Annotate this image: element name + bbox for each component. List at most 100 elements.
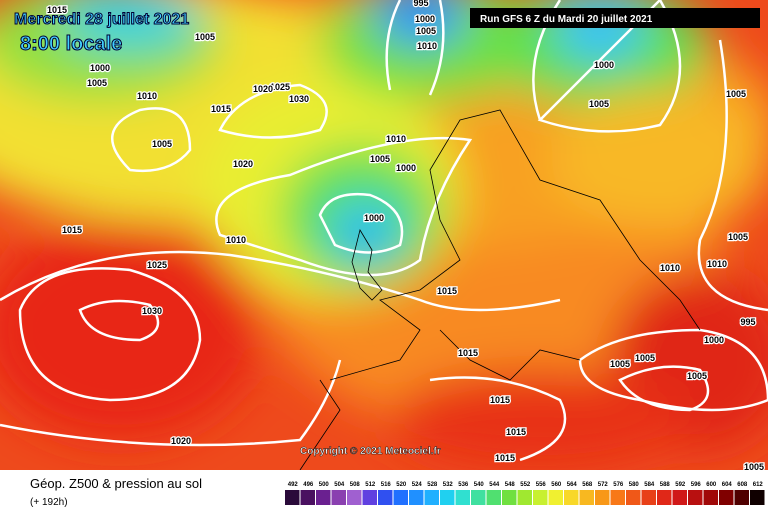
scale-swatch [579,490,594,505]
run-box [470,8,760,28]
scale-label: 612 [753,482,764,488]
scale-label: 604 [722,482,733,488]
isobar-label: 1015 [495,453,515,463]
scale-label: 564 [567,482,578,488]
isobar-label: 1010 [417,41,437,51]
isobar-label: 1005 [610,359,630,369]
scale-label: 552 [520,482,531,488]
coastlines [299,109,701,471]
scale-label: 504 [334,482,345,488]
scale-label: 568 [582,482,593,488]
isobar-label: 1005 [635,353,655,363]
scale-swatch [471,490,486,505]
scale-label: 540 [474,482,485,488]
scale-label: 492 [288,482,299,488]
isobar-label: 1015 [490,395,510,405]
isobar-label: 1015 [506,427,526,437]
header: Mercredi 28 juillet 2021 8:00 locale Run… [14,8,760,56]
scale-label: 508 [350,482,361,488]
isobar-label: 995 [413,0,428,8]
scale-label: 596 [691,482,702,488]
isobar-label: 1005 [726,89,746,99]
scale-swatch [657,490,672,505]
scale-swatch [486,490,501,505]
scale-swatch [502,490,517,505]
scale-swatch [688,490,703,505]
isobar-label: 1025 [147,260,167,270]
scale-label: 572 [598,482,609,488]
scale-swatch [564,490,579,505]
scale-swatch [595,490,610,505]
isobar-label: 1030 [142,306,162,316]
scale-label: 592 [675,482,686,488]
scale-swatch [641,490,656,505]
scale-label: 532 [443,482,454,488]
footer-title: Géop. Z500 & pression au sol [30,476,202,491]
isobar-label: 1010 [386,134,406,144]
scale-swatch [610,490,625,505]
scale-label: 496 [303,482,314,488]
scale-label: 600 [706,482,717,488]
scale-swatch [703,490,718,505]
isobar-label: 1000 [364,213,384,223]
scale-swatch [517,490,532,505]
scale-swatch [316,490,331,505]
isobar-label: 995 [740,317,755,327]
scale-swatch [347,490,362,505]
isobar-label: 1025 [270,82,290,92]
scale-swatch [409,490,424,505]
time-label: 8:00 locale [20,33,122,55]
scale-label: 576 [613,482,624,488]
scale-swatch [393,490,408,505]
scale-label: 544 [489,482,500,488]
scale-label: 524 [412,482,423,488]
isobar-label: 1010 [707,259,727,269]
isobar-label: 1000 [90,63,110,73]
scale-swatch [672,490,687,505]
isobar-label: 1000 [396,163,416,173]
scale-label: 512 [365,482,376,488]
copyright: Copyright © 2021 Meteociel.fr [300,446,441,457]
isobar-label: 1015 [211,104,231,114]
isobar-label: 1015 [437,286,457,296]
isobar-label: 1005 [87,78,107,88]
scale-swatch [331,490,346,505]
scale-label: 560 [551,482,562,488]
isobar-label: 1015 [47,5,67,15]
scale-swatch [440,490,455,505]
isobar-label: 1010 [226,235,246,245]
scale-swatch [626,490,641,505]
isobar-label: 1010 [137,91,157,101]
scale-label: 528 [427,482,438,488]
scale-label: 548 [505,482,516,488]
isobar-label: 1000 [594,60,614,70]
isobar-label: 1005 [195,32,215,42]
isobar-label: 1000 [704,335,724,345]
isobar-label: 1015 [62,225,82,235]
scale-label: 588 [660,482,671,488]
scale-label: 500 [319,482,330,488]
scale-swatch [424,490,439,505]
isobar-label: 1020 [171,436,191,446]
isobar-label: 1005 [416,26,436,36]
lead-time: (+ 192h) [30,497,68,508]
isobar-label: 1015 [458,348,478,358]
isobar-label: 1030 [289,94,309,104]
scale-swatch [455,490,470,505]
scale-swatch [300,490,315,505]
run-label: Run GFS 6 Z du Mardi 20 juillet 2021 [480,14,653,25]
isobar-label: 1005 [687,371,707,381]
isobar-label: 1020 [253,84,273,94]
date-label: Mercredi 28 juillet 2021 [14,11,189,28]
scale-swatch [378,490,393,505]
isobar-label: 1020 [233,159,253,169]
isobar-label: 1005 [728,232,748,242]
scale-swatch [719,490,734,505]
scale-label: 516 [381,482,392,488]
scale-swatch [362,490,377,505]
isobar-labels: 1015100510001005101010251020103010151005… [46,0,766,473]
scale-swatch [734,490,749,505]
scale-label: 520 [396,482,407,488]
isobar-label: 1005 [589,99,609,109]
